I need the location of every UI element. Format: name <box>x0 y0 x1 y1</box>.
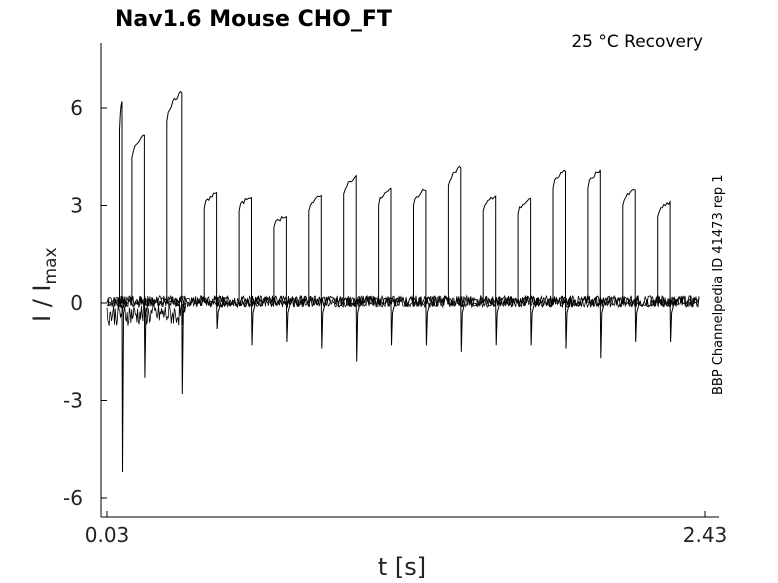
pulse-trace <box>119 101 127 473</box>
pulse-trace <box>131 134 149 378</box>
pulse-trace <box>552 169 570 349</box>
y-tick-label: -3 <box>63 389 83 413</box>
y-tick-label: -6 <box>63 486 83 510</box>
pulse-trace <box>517 197 536 346</box>
pulse-trace <box>166 90 187 395</box>
pulse-trace <box>238 196 256 346</box>
pulse-trace <box>482 195 501 346</box>
x-tick-label: 0.03 <box>85 523 130 547</box>
y-axis-label-subscript: max <box>41 247 61 284</box>
pulse-trace <box>587 169 605 359</box>
pulse-trace <box>657 199 675 343</box>
plot-area: 6 3 0 -3 -6 0.03 2.43 <box>63 43 727 547</box>
pulse-trace <box>622 188 640 343</box>
pulse-trace <box>447 165 466 352</box>
pulse-trace <box>273 215 291 343</box>
current-traces <box>106 90 700 473</box>
x-axis-ticks: 0.03 2.43 <box>85 511 728 547</box>
temperature-protocol-annotation: 25 °C Recovery <box>571 32 703 52</box>
y-axis-label-main: I / I <box>28 285 56 323</box>
early-noise-trace <box>106 302 187 326</box>
pulse-trace <box>343 174 361 362</box>
y-axis-label: I / Imax <box>28 247 61 322</box>
chart-title: Nav1.6 Mouse CHO_FT <box>115 7 392 32</box>
pulse-trace <box>203 191 222 330</box>
y-tick-label: 6 <box>70 96 83 120</box>
pulse-trace <box>378 187 396 346</box>
pulse-trace <box>413 188 431 346</box>
x-tick-label: 2.43 <box>683 523 728 547</box>
y-tick-label: 3 <box>70 194 83 218</box>
channelpedia-id-label: BBP Channelpedia ID 41473 rep 1 <box>711 174 726 395</box>
y-axis-ticks: 6 3 0 -3 -6 <box>63 96 107 510</box>
x-axis-label: t [s] <box>378 553 426 581</box>
y-tick-label: 0 <box>70 291 83 315</box>
pulse-trace <box>308 194 326 349</box>
